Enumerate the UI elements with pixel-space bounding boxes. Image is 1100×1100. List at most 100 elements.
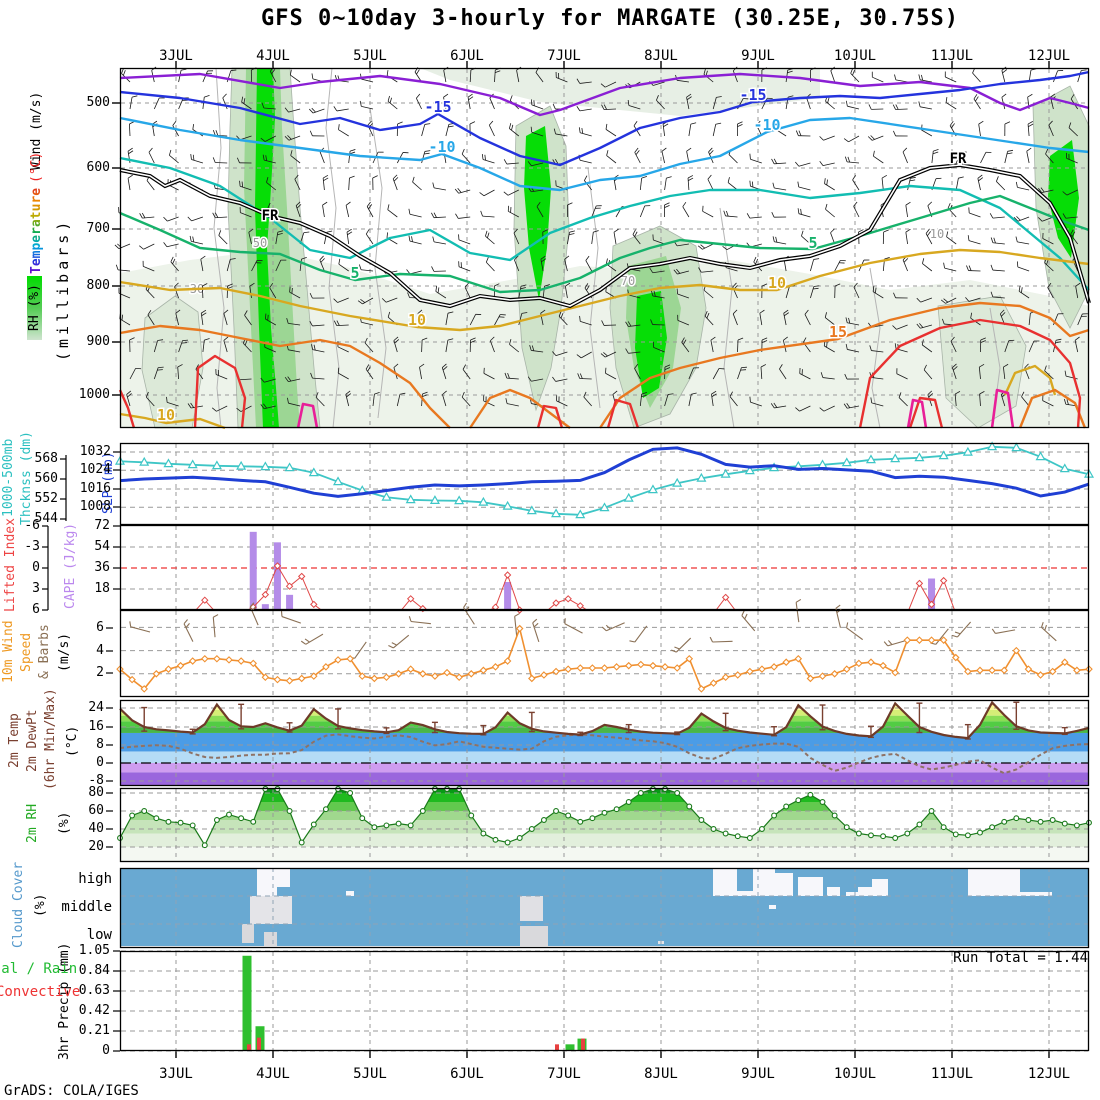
bottom-day-label: 5JUL	[353, 1066, 387, 1082]
wind-barb-tick	[243, 98, 246, 104]
wind-barb	[269, 287, 277, 299]
wind-barb-tick	[244, 310, 248, 316]
wind-barb	[392, 178, 398, 191]
wind-barb	[978, 367, 981, 380]
wind-barb-tick	[507, 372, 510, 379]
wind-barb-tick	[540, 255, 546, 260]
wind-barb	[226, 70, 232, 83]
wind-barb	[737, 339, 739, 353]
rh-marker	[977, 829, 983, 836]
wind-barb-tick	[411, 236, 413, 242]
wind-barb-tick	[346, 228, 352, 233]
temp-contour	[1003, 364, 1057, 396]
wind-barb	[508, 210, 519, 218]
wind-barb-tick	[990, 237, 994, 243]
wind-barb	[535, 72, 544, 83]
wind-barb-tick	[952, 366, 958, 371]
wind-barb	[126, 394, 131, 407]
wind-barb-tick	[447, 311, 454, 314]
wind-barb-tick	[338, 124, 340, 130]
wind-barb-tick	[504, 372, 508, 379]
wind-speed-marker	[612, 663, 621, 671]
li-marker	[576, 602, 584, 610]
wind-barb-tick	[641, 394, 647, 398]
wind-barb-tick	[467, 93, 473, 98]
wind-barb-tick	[756, 120, 761, 126]
wind-barb	[175, 313, 179, 326]
rh-marker	[868, 832, 874, 839]
thickness-tick-label: 560	[34, 471, 58, 486]
wind-barb-tick	[583, 391, 587, 398]
wind-barb	[881, 178, 884, 191]
wind-barb-tick	[432, 182, 435, 188]
cape-bar	[504, 582, 512, 610]
wind-barb	[804, 314, 811, 326]
wind-barb-tick	[732, 309, 738, 315]
wind-speed-marker	[1060, 658, 1069, 666]
wind-barb-tick	[265, 155, 268, 161]
wind-barb-tick	[387, 311, 391, 318]
cape-tick-label: 72	[94, 518, 110, 533]
wind-barb	[148, 152, 155, 164]
wind-barb	[509, 344, 520, 353]
wind-barb-tick	[1045, 148, 1049, 155]
wind-barb-tick	[1018, 285, 1021, 292]
wind-barb	[441, 367, 447, 380]
rh-marker	[250, 818, 257, 825]
wind-barb-tick	[462, 364, 467, 370]
wind-barb	[191, 216, 204, 222]
wind-barb-tick	[372, 175, 378, 179]
wind-barb-tick	[798, 130, 802, 136]
wind-speed-marker	[479, 666, 488, 675]
wind-barb	[458, 266, 471, 272]
li-marker	[406, 595, 415, 603]
bottom-day-label: 8JUL	[644, 1066, 678, 1082]
wind-barb-tick	[1006, 152, 1013, 155]
li-marker	[721, 593, 730, 602]
wind-barb-tick	[820, 372, 824, 378]
wind-barb-tick	[431, 266, 435, 272]
wind-barb-tick	[541, 258, 547, 263]
rh-marker	[759, 826, 765, 832]
wind-barb-tick	[653, 290, 656, 297]
thickness-marker	[914, 452, 925, 462]
wind-barb-tick	[795, 130, 799, 136]
wind-barb-tick	[673, 269, 678, 275]
wind-barb	[145, 396, 155, 407]
contour-label: 5	[350, 264, 359, 282]
wind-barb-tick	[129, 621, 132, 627]
wind-barb-tick	[346, 393, 352, 398]
wind-barb-tick	[236, 407, 242, 412]
wind-barb-tick	[1013, 217, 1019, 222]
rh-marker	[371, 824, 378, 831]
wind-barb-tick	[1062, 213, 1067, 219]
wind-barb	[281, 616, 302, 624]
wind-barb	[458, 189, 471, 194]
wind-barb-tick	[260, 404, 265, 409]
wind-barb-tick	[664, 202, 670, 206]
wind-barb	[1044, 370, 1054, 380]
dewpoint-line	[119, 733, 1090, 775]
wind-barb	[1053, 70, 1058, 83]
wind-barb	[1042, 238, 1054, 245]
wind-barb	[312, 349, 325, 353]
wind-barb	[703, 289, 714, 299]
wind-barb	[555, 378, 568, 382]
wind-barb-tick	[1064, 370, 1067, 377]
wind-barb-tick	[634, 363, 639, 369]
wind-barb-tick	[333, 320, 338, 326]
rh-shading-blob	[1048, 140, 1079, 258]
wind-barb	[241, 101, 252, 110]
temp-contour	[536, 404, 564, 429]
wind-barb	[288, 378, 301, 382]
rh-marker	[734, 833, 741, 840]
wind-barb-tick	[744, 613, 748, 620]
wind-barb-tick	[979, 363, 985, 368]
wind-barb	[288, 349, 301, 353]
wind-barb-tick	[819, 407, 825, 412]
top-day-label: 7JUL	[547, 48, 581, 64]
freezing-level-line-inner	[119, 164, 1090, 307]
wind-barb-tick	[287, 135, 292, 140]
wind-barb	[462, 369, 471, 380]
